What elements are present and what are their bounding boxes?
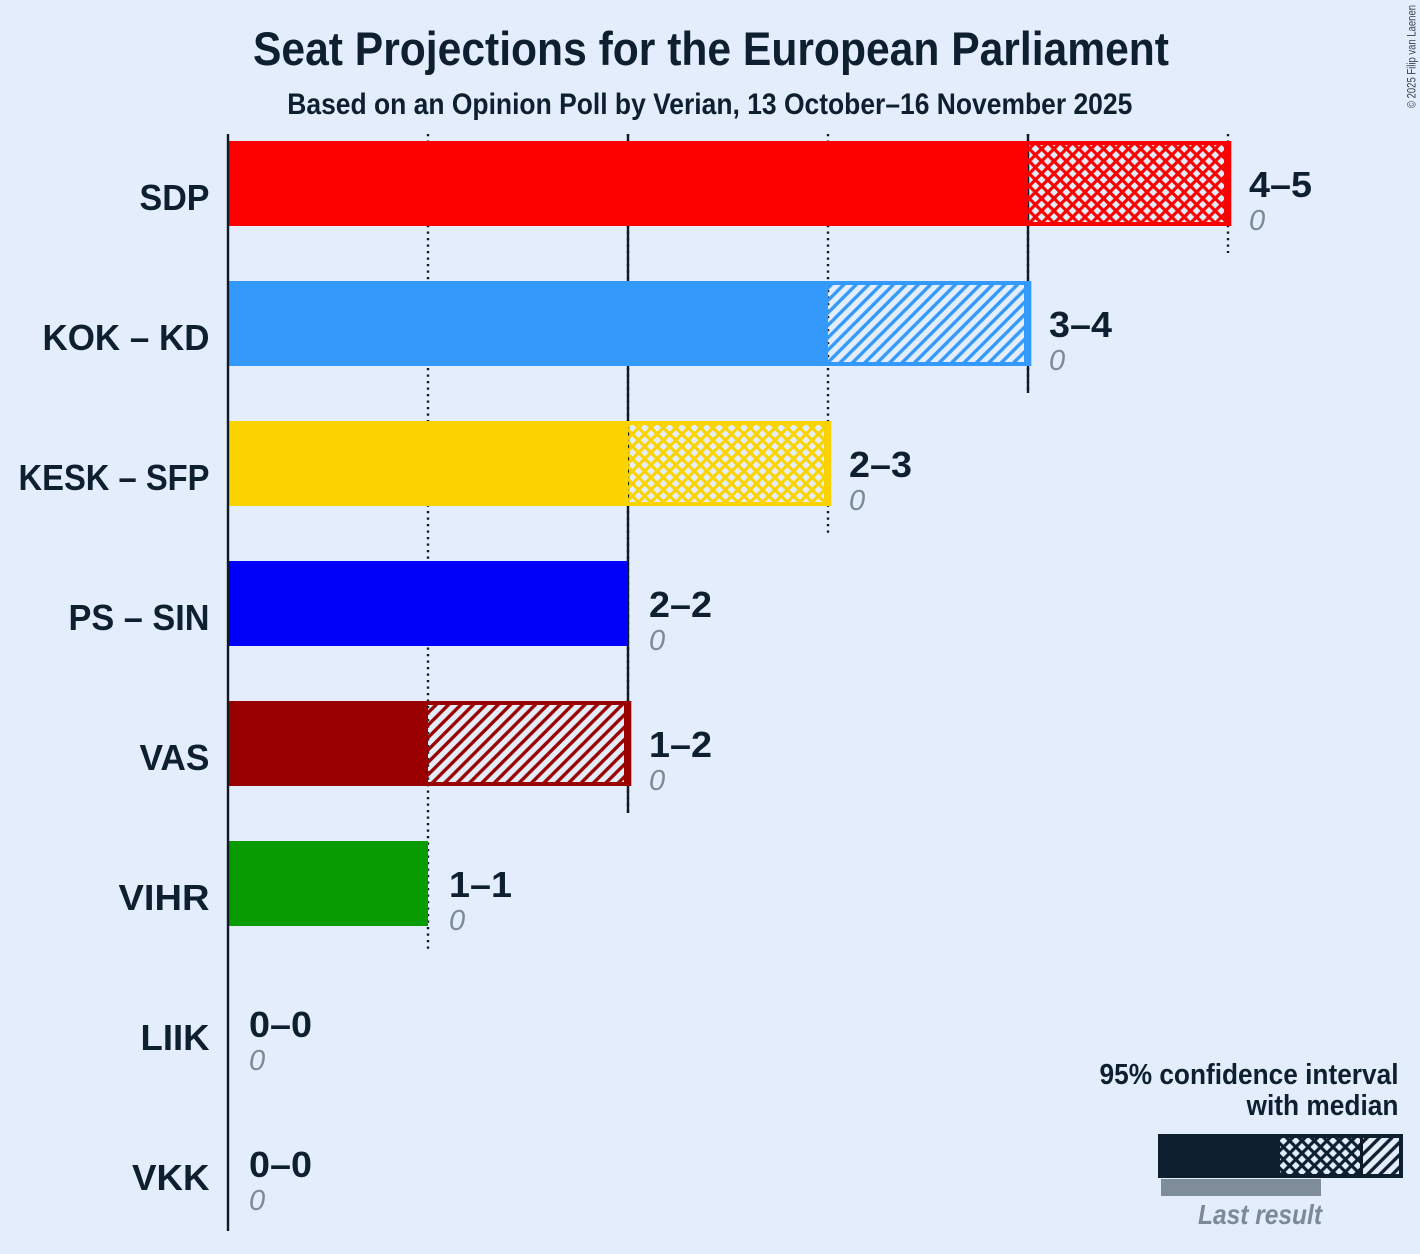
svg-text:SDP: SDP: [140, 177, 210, 218]
svg-text:0: 0: [1249, 205, 1265, 237]
svg-text:0: 0: [249, 1185, 265, 1217]
svg-text:1–2: 1–2: [649, 724, 712, 765]
svg-text:Seat Projections for the Europ: Seat Projections for the European Parlia…: [253, 22, 1169, 75]
svg-text:0: 0: [449, 905, 465, 937]
svg-text:Last result: Last result: [1198, 1199, 1324, 1230]
svg-text:VAS: VAS: [140, 737, 210, 778]
svg-text:3–4: 3–4: [1049, 304, 1113, 345]
svg-text:Based on an Opinion Poll by Ve: Based on an Opinion Poll by Verian, 13 O…: [287, 88, 1132, 121]
svg-text:0: 0: [849, 485, 865, 517]
svg-text:1–1: 1–1: [449, 864, 512, 905]
svg-text:4–5: 4–5: [1249, 164, 1312, 205]
svg-text:95% confidence interval: 95% confidence interval: [1100, 1059, 1399, 1091]
svg-text:0: 0: [649, 765, 665, 797]
svg-text:0: 0: [649, 625, 665, 657]
svg-text:LIIK: LIIK: [141, 1017, 210, 1058]
svg-text:VIHR: VIHR: [119, 877, 210, 918]
svg-text:PS – SIN: PS – SIN: [69, 597, 210, 638]
svg-text:2–2: 2–2: [649, 584, 712, 625]
svg-text:0–0: 0–0: [249, 1004, 312, 1045]
svg-text:VKK: VKK: [132, 1157, 210, 1198]
svg-text:KESK – SFP: KESK – SFP: [19, 457, 210, 498]
svg-text:KOK – KD: KOK – KD: [43, 317, 210, 358]
svg-text:© 2025 Filip van Laenen: © 2025 Filip van Laenen: [1407, 5, 1419, 108]
svg-text:0: 0: [249, 1045, 265, 1077]
svg-text:0–0: 0–0: [249, 1144, 312, 1185]
svg-text:with median: with median: [1246, 1090, 1399, 1122]
svg-text:0: 0: [1049, 345, 1065, 377]
svg-text:2–3: 2–3: [849, 444, 912, 485]
